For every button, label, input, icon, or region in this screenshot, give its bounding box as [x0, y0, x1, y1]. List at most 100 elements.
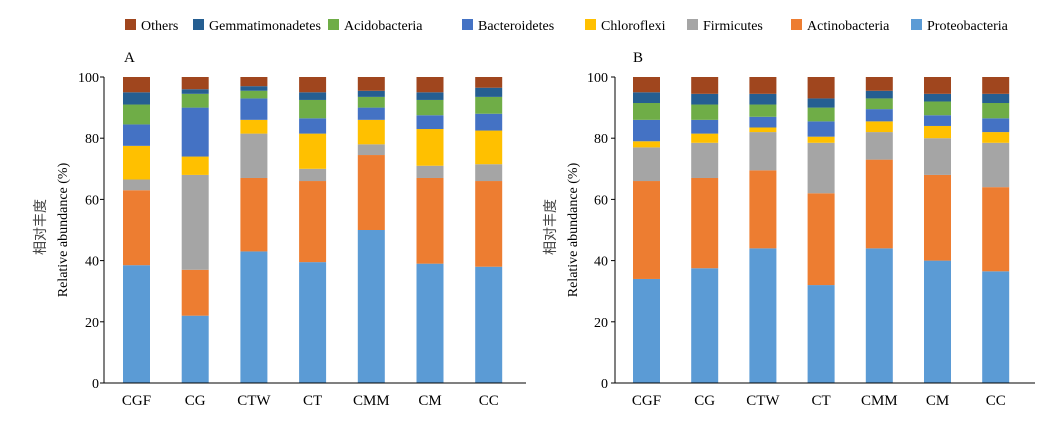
panel-a-bar-cm-firmicutes: [416, 165, 444, 178]
panel-b-ytick-60: 60: [594, 193, 608, 208]
panel-b-ytick-0: 0: [601, 377, 608, 392]
panel-b-bar-ct-actinobacteria: [807, 193, 835, 286]
panel-a-bar-cmm-bacteroidetes: [357, 107, 385, 120]
panel-b-bar-cg-gemmatimonadetes: [691, 93, 719, 105]
panel-a-bar-cmm-acidobacteria: [357, 96, 385, 108]
panel-b-xtick-cgf: CGF: [632, 393, 661, 409]
panel-a-bar-cc-acidobacteria: [475, 96, 503, 114]
panel-a-bar-cg-others: [181, 77, 209, 90]
panel-a-bar-cm-chloroflexi: [416, 129, 444, 166]
panel-a-bar-cg-acidobacteria: [181, 93, 209, 108]
panel-b-bar-ctw-proteobacteria: [749, 248, 777, 383]
legend-swatch-gemmatimonadetes: [193, 19, 204, 30]
panel-b-bar-cgf-chloroflexi: [633, 141, 660, 148]
panel-a-bar-ctw-bacteroidetes: [240, 98, 268, 120]
panel-a-ytick-20: 20: [85, 316, 99, 331]
panel-b-bar-cmm-firmicutes: [865, 132, 893, 160]
panel-a-xtick-ctw: CTW: [237, 393, 271, 409]
panel-a-xtick-cg: CG: [185, 393, 206, 409]
panel-b-bar-cc-bacteroidetes: [982, 118, 1010, 133]
legend-label-chloroflexi: Chloroflexi: [601, 19, 666, 34]
panel-b-bar-cgf-firmicutes: [633, 147, 660, 182]
panel-a-bar-cc-chloroflexi: [475, 130, 503, 165]
panel-b-bar-cg-proteobacteria: [691, 268, 719, 383]
panel-b-bar-cmm-proteobacteria: [865, 248, 893, 383]
panel-b-bar-cg-chloroflexi: [691, 133, 719, 143]
panel-b-bar-cg-firmicutes: [691, 142, 719, 178]
panel-a: CGF CG CTW CT CMM CM CC 0 20 40 60 80 100 相对丰度 Relativ…: [33, 50, 526, 409]
panel-b-bar-cgf-others: [633, 77, 660, 93]
panel-b-bar-ct-firmicutes: [807, 142, 835, 194]
legend-label-acidobacteria: Acidobacteria: [344, 19, 423, 34]
panel-a-bar-cc-gemmatimonadetes: [475, 87, 503, 97]
legend-swatch-acidobacteria: [328, 19, 339, 30]
panel-b-xtick-cc: CC: [986, 393, 1006, 409]
panel-a-bar-cgf-firmicutes: [123, 179, 150, 191]
panel-a-bar-ctw-acidobacteria: [240, 90, 268, 99]
panel-b-bar-cc-acidobacteria: [982, 103, 1010, 119]
panel-a-label: A: [124, 50, 135, 66]
panel-b-bar-ct-gemmatimonadetes: [807, 98, 835, 108]
panel-a-bar-ct-proteobacteria: [299, 262, 327, 383]
panel-a-xtick-cgf: CGF: [122, 393, 151, 409]
panel-a-bar-cgf-acidobacteria: [123, 104, 150, 125]
panel-a-bar-cc-others: [475, 77, 503, 88]
panel-b-bar-cmm-bacteroidetes: [865, 109, 893, 122]
panel-a-bar-ctw-proteobacteria: [240, 251, 268, 383]
panel-a-bar-cm-acidobacteria: [416, 99, 444, 116]
panel-a-bar-cmm-chloroflexi: [357, 119, 385, 145]
panel-b-bar-cgf-acidobacteria: [633, 103, 660, 120]
panel-a-bar-cm-bacteroidetes: [416, 115, 444, 130]
panel-b-bar-cc-others: [982, 77, 1010, 94]
panel-a-bar-ctw-chloroflexi: [240, 119, 268, 134]
panel-b-ytick-100: 100: [587, 71, 608, 86]
panel-b-bar-cc-gemmatimonadetes: [982, 93, 1010, 104]
panel-b-bar-cg-others: [691, 77, 719, 94]
panel-a-bar-cmm-actinobacteria: [357, 155, 385, 230]
panel-b-bar-cm-others: [924, 77, 951, 94]
panel-a-bar-cg-actinobacteria: [181, 269, 209, 316]
panel-a-bar-ct-firmicutes: [299, 168, 327, 182]
panel-b-xtick-ctw: CTW: [746, 393, 780, 409]
panel-b-xtick-cmm: CMM: [861, 393, 898, 409]
panel-a-bar-cmm-others: [357, 77, 385, 91]
panel-a-xtick-cc: CC: [479, 393, 499, 409]
panel-a-bar-ct-actinobacteria: [299, 181, 327, 263]
panel-b-bar-cgf-actinobacteria: [633, 181, 660, 279]
panel-a-xtick-cm: CM: [418, 393, 441, 409]
panel-a-bar-cgf-bacteroidetes: [123, 124, 150, 146]
panel-a-ytick-40: 40: [85, 255, 99, 270]
panel-b-ytick-40: 40: [594, 255, 608, 270]
panel-b-bar-cmm-acidobacteria: [865, 98, 893, 110]
panel-a-bar-cmm-gemmatimonadetes: [357, 90, 385, 97]
panel-a-bar-cm-actinobacteria: [416, 177, 444, 264]
panel-a-xtick-ct: CT: [303, 393, 322, 409]
panel-b-bar-cc-chloroflexi: [982, 132, 1010, 143]
panel-b-bar-cc-proteobacteria: [982, 271, 1010, 383]
panel-a-bar-cg-gemmatimonadetes: [181, 89, 209, 94]
panel-b-bar-cc-actinobacteria: [982, 187, 1010, 272]
panel-b-bar-cmm-chloroflexi: [865, 121, 893, 133]
legend-swatch-actinobacteria: [791, 19, 802, 30]
panel-a-bar-ctw-others: [240, 77, 268, 87]
panel-b-bar-cgf-bacteroidetes: [633, 119, 660, 142]
panel-a-bar-cm-gemmatimonadetes: [416, 92, 444, 100]
panel-b-bar-ct-bacteroidetes: [807, 121, 835, 137]
panel-a-ylabel: Relative abundance (%): [56, 162, 71, 297]
panel-a-ytick-60: 60: [85, 193, 99, 208]
panel-a-bar-cg-firmicutes: [181, 174, 209, 270]
panel-a-bar-ctw-firmicutes: [240, 133, 268, 178]
panel-b-ylabel-cn: 相对丰度: [543, 199, 559, 255]
panel-b-bar-cg-bacteroidetes: [691, 119, 719, 134]
panel-b-xtick-cg: CG: [694, 393, 715, 409]
panel-a-ytick-100: 100: [78, 71, 99, 86]
legend-label-proteobacteria: Proteobacteria: [927, 19, 1009, 34]
panel-a-bar-ctw-actinobacteria: [240, 177, 268, 252]
panel-a-bar-cc-bacteroidetes: [475, 113, 503, 131]
panel-a-bar-ct-bacteroidetes: [299, 118, 327, 134]
panel-b-bar-cm-acidobacteria: [924, 101, 951, 116]
legend-swatch-proteobacteria: [911, 19, 922, 30]
panel-a-ylabel-cn: 相对丰度: [33, 199, 49, 255]
legend-swatch-firmicutes: [687, 19, 698, 30]
panel-b-bar-cmm-others: [865, 77, 893, 91]
